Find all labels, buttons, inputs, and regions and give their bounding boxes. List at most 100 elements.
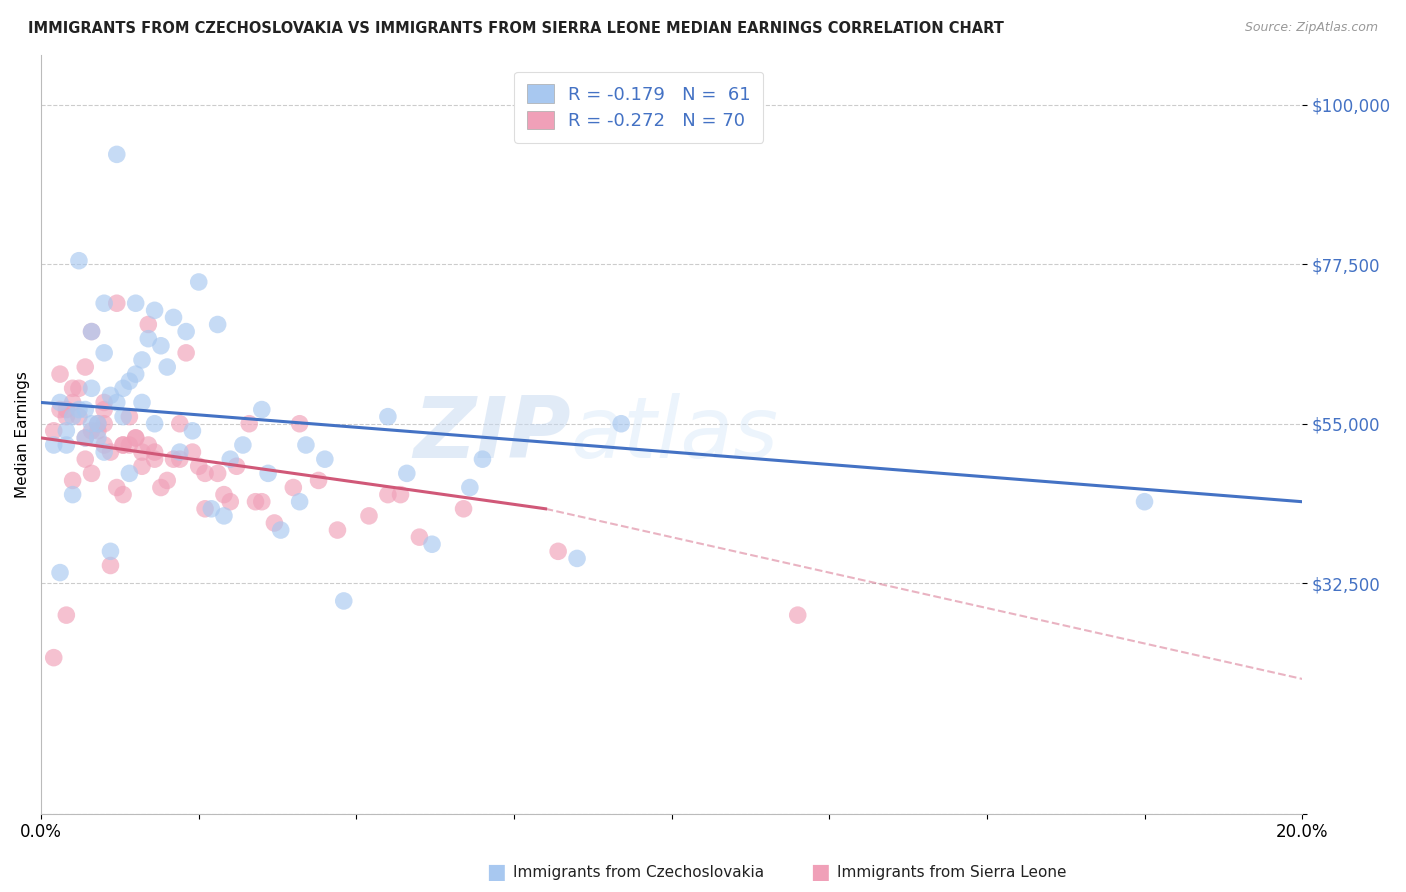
Point [87, 424, 110, 438]
Point [62, 474, 84, 488]
Point [131, 459, 153, 474]
Point [80, 325, 103, 339]
Point [143, 445, 166, 459]
Point [80, 325, 103, 339]
Point [194, 501, 217, 516]
Point [87, 417, 110, 431]
Point [162, 310, 184, 325]
Text: Source: ZipAtlas.com: Source: ZipAtlas.com [1244, 21, 1378, 34]
Point [75, 431, 97, 445]
Point [408, 530, 430, 544]
Point [100, 544, 122, 558]
Point [420, 537, 443, 551]
Point [100, 445, 122, 459]
Text: ■: ■ [810, 863, 830, 882]
Text: Immigrants from Sierra Leone: Immigrants from Sierra Leone [837, 865, 1066, 880]
Text: ZIP: ZIP [413, 392, 571, 475]
Point [55, 424, 77, 438]
Point [93, 445, 115, 459]
Point [238, 417, 260, 431]
Point [112, 381, 135, 395]
Point [219, 452, 242, 467]
Point [49, 395, 72, 409]
Point [75, 359, 97, 374]
Point [326, 523, 349, 537]
Y-axis label: Median Earnings: Median Earnings [15, 371, 30, 498]
Point [1133, 494, 1156, 508]
Point [55, 409, 77, 424]
Point [149, 481, 172, 495]
Point [118, 409, 141, 424]
Point [125, 296, 148, 310]
Point [187, 459, 209, 474]
Point [169, 452, 191, 467]
Point [187, 275, 209, 289]
Point [93, 438, 115, 452]
Point [105, 147, 128, 161]
Point [125, 431, 148, 445]
Point [62, 395, 84, 409]
Point [610, 417, 633, 431]
Point [136, 438, 159, 452]
Point [181, 424, 204, 438]
Point [283, 481, 305, 495]
Point [55, 438, 77, 452]
Point [270, 523, 292, 537]
Point [93, 417, 115, 431]
Point [245, 494, 267, 508]
Point [250, 402, 273, 417]
Point [131, 445, 153, 459]
Point [357, 508, 380, 523]
Point [118, 438, 141, 452]
Point [100, 558, 122, 573]
Point [314, 452, 336, 467]
Point [42, 650, 65, 665]
Point [453, 501, 475, 516]
Point [156, 359, 179, 374]
Point [207, 467, 229, 481]
Point [219, 494, 242, 508]
Point [67, 381, 90, 395]
Point [174, 346, 197, 360]
Point [143, 452, 166, 467]
Point [257, 467, 280, 481]
Point [67, 253, 90, 268]
Point [395, 467, 418, 481]
Point [786, 608, 808, 623]
Point [143, 303, 166, 318]
Point [169, 445, 191, 459]
Point [87, 431, 110, 445]
Point [112, 488, 135, 502]
Point [169, 417, 191, 431]
Point [42, 438, 65, 452]
Point [389, 488, 412, 502]
Point [174, 325, 197, 339]
Point [93, 296, 115, 310]
Point [263, 516, 285, 530]
Point [332, 594, 354, 608]
Point [471, 452, 494, 467]
Point [565, 551, 588, 566]
Point [377, 409, 399, 424]
Point [55, 402, 77, 417]
Point [118, 467, 141, 481]
Point [80, 424, 103, 438]
Point [118, 374, 141, 388]
Point [250, 494, 273, 508]
Point [112, 438, 135, 452]
Text: atlas: atlas [571, 392, 779, 475]
Point [80, 467, 103, 481]
Point [105, 296, 128, 310]
Text: IMMIGRANTS FROM CZECHOSLOVAKIA VS IMMIGRANTS FROM SIERRA LEONE MEDIAN EARNINGS C: IMMIGRANTS FROM CZECHOSLOVAKIA VS IMMIGR… [28, 21, 1004, 36]
Point [75, 452, 97, 467]
Point [458, 481, 481, 495]
Point [49, 402, 72, 417]
Point [149, 339, 172, 353]
Point [93, 346, 115, 360]
Point [93, 402, 115, 417]
Point [225, 459, 247, 474]
Point [156, 474, 179, 488]
Point [131, 395, 153, 409]
Point [131, 353, 153, 368]
Point [162, 452, 184, 467]
